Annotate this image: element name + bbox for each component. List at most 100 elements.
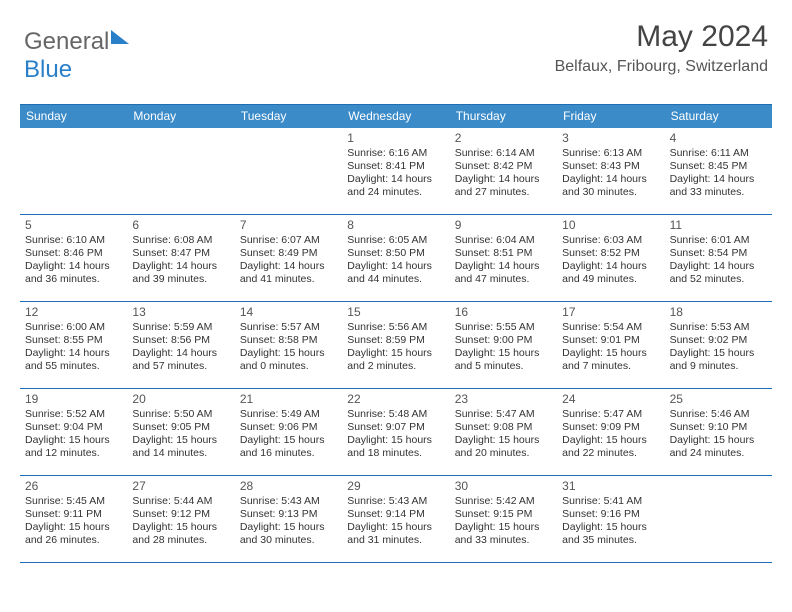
day-cell: 16 Sunrise: 5:55 AMSunset: 9:00 PMDayligh… <box>450 302 557 388</box>
day-cell: 24Sunrise: 5:47 AMSunset: 9:09 PMDayligh… <box>557 389 664 475</box>
day-info: Sunrise: 6:03 AMSunset: 8:52 PMDaylight:… <box>562 234 659 287</box>
day-cell <box>20 128 127 214</box>
day-info: Sunrise: 5:47 AMSunset: 9:09 PMDaylight:… <box>562 408 659 461</box>
day-cell: 5 Sunrise: 6:10 AMSunset: 8:46 PMDaylight… <box>20 215 127 301</box>
day-number: 2 <box>455 131 552 145</box>
day-number: 15 <box>347 305 444 319</box>
day-cell: 23 Sunrise: 5:47 AMSunset: 9:08 PMDayligh… <box>450 389 557 475</box>
day-number: 11 <box>670 218 767 232</box>
day-cell: 25Sunrise: 5:46 AMSunset: 9:10 PMDayligh… <box>665 389 772 475</box>
brand-part1: General <box>24 28 109 55</box>
day-cell: 9 Sunrise: 6:04 AMSunset: 8:51 PMDaylight… <box>450 215 557 301</box>
day-number: 16 <box>455 305 552 319</box>
brand-logo: General Blue <box>24 28 129 84</box>
day-info: Sunrise: 6:04 AMSunset: 8:51 PMDaylight:… <box>455 234 552 287</box>
day-header: Tuesday <box>235 105 342 128</box>
day-info: Sunrise: 5:55 AMSunset: 9:00 PMDaylight:… <box>455 321 552 374</box>
day-cell: 31Sunrise: 5:41 AMSunset: 9:16 PMDayligh… <box>557 476 664 562</box>
day-cell: 29 Sunrise: 5:43 AMSunset: 9:14 PMDayligh… <box>342 476 449 562</box>
calendar: Sunday Monday Tuesday Wednesday Thursday… <box>20 104 772 563</box>
day-info: Sunrise: 5:45 AMSunset: 9:11 PMDaylight:… <box>25 495 122 548</box>
day-cell: 1 Sunrise: 6:16 AMSunset: 8:41 PMDaylight… <box>342 128 449 214</box>
brand-triangle-icon <box>111 30 129 44</box>
day-number: 1 <box>347 131 444 145</box>
day-cell: 4Sunrise: 6:11 AMSunset: 8:45 PMDaylight… <box>665 128 772 214</box>
day-number: 3 <box>562 131 659 145</box>
day-info: Sunrise: 5:47 AMSunset: 9:08 PMDaylight:… <box>455 408 552 461</box>
day-header: Monday <box>127 105 234 128</box>
day-info: Sunrise: 6:07 AMSunset: 8:49 PMDaylight:… <box>240 234 337 287</box>
day-number: 5 <box>25 218 122 232</box>
day-info: Sunrise: 5:43 AMSunset: 9:14 PMDaylight:… <box>347 495 444 548</box>
day-info: Sunrise: 5:49 AMSunset: 9:06 PMDaylight:… <box>240 408 337 461</box>
day-cell: 21Sunrise: 5:49 AMSunset: 9:06 PMDayligh… <box>235 389 342 475</box>
day-info: Sunrise: 5:52 AMSunset: 9:04 PMDaylight:… <box>25 408 122 461</box>
day-info: Sunrise: 5:56 AMSunset: 8:59 PMDaylight:… <box>347 321 444 374</box>
day-header: Saturday <box>665 105 772 128</box>
day-cell: 8 Sunrise: 6:05 AMSunset: 8:50 PMDaylight… <box>342 215 449 301</box>
day-info: Sunrise: 5:43 AMSunset: 9:13 PMDaylight:… <box>240 495 337 548</box>
day-header: Friday <box>557 105 664 128</box>
day-number: 19 <box>25 392 122 406</box>
day-cell: 13 Sunrise: 5:59 AMSunset: 8:56 PMDayligh… <box>127 302 234 388</box>
day-cell: 28 Sunrise: 5:43 AMSunset: 9:13 PMDayligh… <box>235 476 342 562</box>
day-cell: 6Sunrise: 6:08 AMSunset: 8:47 PMDaylight… <box>127 215 234 301</box>
day-cell: 15 Sunrise: 5:56 AMSunset: 8:59 PMDayligh… <box>342 302 449 388</box>
day-cell: 19 Sunrise: 5:52 AMSunset: 9:04 PMDayligh… <box>20 389 127 475</box>
day-number: 10 <box>562 218 659 232</box>
day-info: Sunrise: 6:01 AMSunset: 8:54 PMDaylight:… <box>670 234 767 287</box>
day-number: 23 <box>455 392 552 406</box>
week-row: 26 Sunrise: 5:45 AMSunset: 9:11 PMDayligh… <box>20 476 772 563</box>
day-cell <box>665 476 772 562</box>
day-info: Sunrise: 6:05 AMSunset: 8:50 PMDaylight:… <box>347 234 444 287</box>
day-header: Sunday <box>20 105 127 128</box>
day-cell: 11 Sunrise: 6:01 AMSunset: 8:54 PMDayligh… <box>665 215 772 301</box>
day-cell: 3 Sunrise: 6:13 AMSunset: 8:43 PMDaylight… <box>557 128 664 214</box>
day-number: 28 <box>240 479 337 493</box>
day-number: 17 <box>562 305 659 319</box>
day-info: Sunrise: 5:57 AMSunset: 8:58 PMDaylight:… <box>240 321 337 374</box>
day-number: 20 <box>132 392 229 406</box>
week-row: 1 Sunrise: 6:16 AMSunset: 8:41 PMDaylight… <box>20 128 772 215</box>
day-cell: 22 Sunrise: 5:48 AMSunset: 9:07 PMDayligh… <box>342 389 449 475</box>
day-number: 29 <box>347 479 444 493</box>
day-info: Sunrise: 6:16 AMSunset: 8:41 PMDaylight:… <box>347 147 444 200</box>
day-cell: 2 Sunrise: 6:14 AMSunset: 8:42 PMDaylight… <box>450 128 557 214</box>
page-title: May 2024 <box>555 20 768 54</box>
day-info: Sunrise: 6:00 AMSunset: 8:55 PMDaylight:… <box>25 321 122 374</box>
day-number: 13 <box>132 305 229 319</box>
day-number: 9 <box>455 218 552 232</box>
day-number: 7 <box>240 218 337 232</box>
day-header-row: Sunday Monday Tuesday Wednesday Thursday… <box>20 105 772 128</box>
location-text: Belfaux, Fribourg, Switzerland <box>555 58 768 76</box>
day-info: Sunrise: 6:08 AMSunset: 8:47 PMDaylight:… <box>132 234 229 287</box>
day-number: 8 <box>347 218 444 232</box>
day-cell: 10 Sunrise: 6:03 AMSunset: 8:52 PMDayligh… <box>557 215 664 301</box>
day-number: 14 <box>240 305 337 319</box>
day-cell: 30Sunrise: 5:42 AMSunset: 9:15 PMDayligh… <box>450 476 557 562</box>
day-info: Sunrise: 6:10 AMSunset: 8:46 PMDaylight:… <box>25 234 122 287</box>
day-number: 27 <box>132 479 229 493</box>
day-info: Sunrise: 5:44 AMSunset: 9:12 PMDaylight:… <box>132 495 229 548</box>
day-info: Sunrise: 5:53 AMSunset: 9:02 PMDaylight:… <box>670 321 767 374</box>
day-info: Sunrise: 5:59 AMSunset: 8:56 PMDaylight:… <box>132 321 229 374</box>
day-info: Sunrise: 5:41 AMSunset: 9:16 PMDaylight:… <box>562 495 659 548</box>
week-row: 12Sunrise: 6:00 AMSunset: 8:55 PMDayligh… <box>20 302 772 389</box>
day-info: Sunrise: 6:13 AMSunset: 8:43 PMDaylight:… <box>562 147 659 200</box>
day-cell: 12Sunrise: 6:00 AMSunset: 8:55 PMDayligh… <box>20 302 127 388</box>
brand-part2: Blue <box>24 56 72 83</box>
week-row: 19 Sunrise: 5:52 AMSunset: 9:04 PMDayligh… <box>20 389 772 476</box>
day-info: Sunrise: 5:48 AMSunset: 9:07 PMDaylight:… <box>347 408 444 461</box>
day-cell: 17 Sunrise: 5:54 AMSunset: 9:01 PMDayligh… <box>557 302 664 388</box>
day-cell <box>235 128 342 214</box>
day-header: Wednesday <box>342 105 449 128</box>
day-info: Sunrise: 5:42 AMSunset: 9:15 PMDaylight:… <box>455 495 552 548</box>
day-cell: 14 Sunrise: 5:57 AMSunset: 8:58 PMDayligh… <box>235 302 342 388</box>
day-cell: 27 Sunrise: 5:44 AMSunset: 9:12 PMDayligh… <box>127 476 234 562</box>
day-number: 4 <box>670 131 767 145</box>
day-info: Sunrise: 5:54 AMSunset: 9:01 PMDaylight:… <box>562 321 659 374</box>
day-number: 22 <box>347 392 444 406</box>
day-number: 26 <box>25 479 122 493</box>
day-info: Sunrise: 6:14 AMSunset: 8:42 PMDaylight:… <box>455 147 552 200</box>
day-header: Thursday <box>450 105 557 128</box>
